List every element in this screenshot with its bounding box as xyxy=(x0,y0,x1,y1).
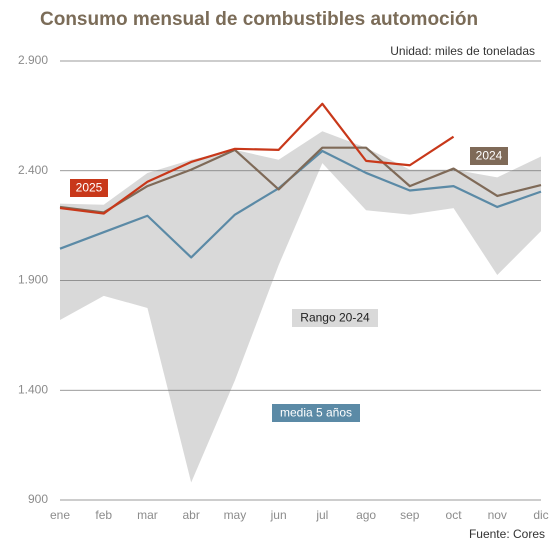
series-line xyxy=(59,102,455,215)
x-tick-label: nov xyxy=(488,508,507,522)
y-tick-label: 1.400 xyxy=(18,382,48,396)
legend-label: 2025 xyxy=(70,179,108,197)
chart-title: Consumo mensual de combustibles automoci… xyxy=(40,9,478,30)
chart-subtitle: Unidad: miles de toneladas xyxy=(390,44,535,58)
legend-box xyxy=(470,147,508,165)
source: Fuente: Cores xyxy=(469,527,545,541)
x-tick-label: jun xyxy=(270,508,287,522)
legend-box xyxy=(70,179,108,197)
y-tick-label: 900 xyxy=(28,492,48,506)
x-tick-label: may xyxy=(224,508,247,522)
legend-label: Rango 20-24 xyxy=(292,309,378,327)
legend-text: 2025 xyxy=(76,181,103,195)
legend-box xyxy=(292,309,378,327)
legend-label: media 5 años xyxy=(272,404,360,422)
x-tick-label: mar xyxy=(137,508,158,522)
legend-label: 2024 xyxy=(470,147,508,165)
legend-text: Rango 20-24 xyxy=(300,311,370,325)
y-tick-label: 2.400 xyxy=(18,163,48,177)
legend-box xyxy=(272,404,360,422)
x-tick-label: oct xyxy=(446,508,463,522)
x-tick-label: feb xyxy=(95,508,112,522)
x-tick-label: sep xyxy=(400,508,420,522)
x-tick-label: ene xyxy=(50,508,70,522)
x-tick-label: jul xyxy=(315,508,328,522)
legend-text: media 5 años xyxy=(280,406,352,420)
legend-text: 2024 xyxy=(476,149,503,163)
range-band xyxy=(60,131,541,483)
y-tick-label: 2.900 xyxy=(18,53,48,67)
x-tick-label: abr xyxy=(183,508,200,522)
series-line xyxy=(59,146,542,214)
y-tick-label: 1.900 xyxy=(18,273,48,287)
x-tick-label: dic xyxy=(533,508,548,522)
x-tick-label: ago xyxy=(356,508,376,522)
